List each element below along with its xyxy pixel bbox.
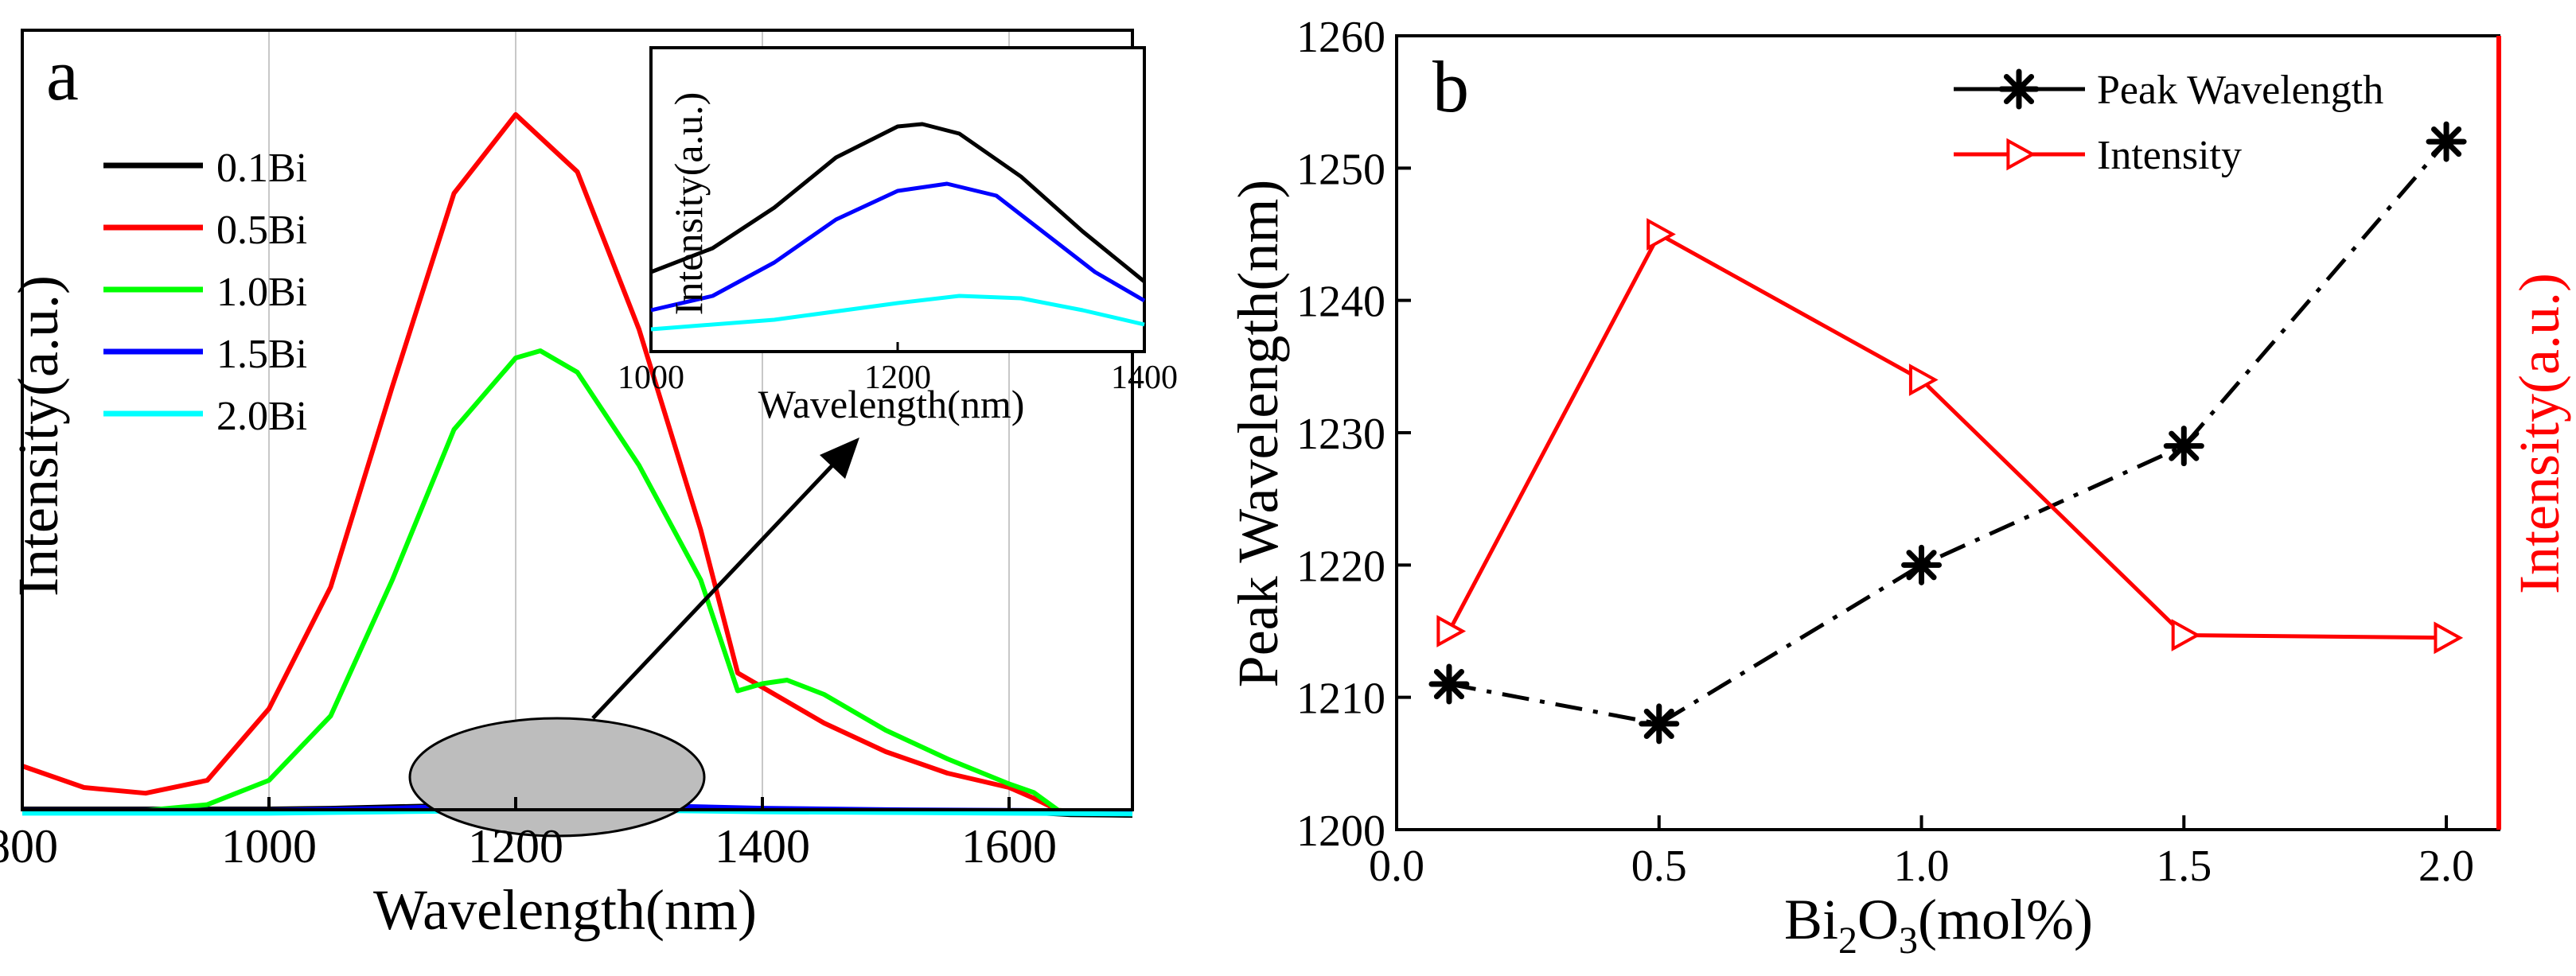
panel-b-left-axis-label: Peak Wavelength(nm)	[1226, 180, 1290, 688]
x-label-bi: Bi	[1784, 888, 1838, 951]
panel-b-x-ticks: 0.0 0.5 1.0 1.5 2.0	[1369, 815, 2474, 891]
panel-b: 0.0 0.5 1.0 1.5 2.0 1200 1210 1220 1230 1240 1250…	[1226, 13, 2571, 962]
panel-a-x-tick-label: 1400	[715, 820, 810, 873]
panel-a: 800 1000 1200 1400 1600 0.1Bi 0.5Bi 1.0Bi 1.5Bi…	[0, 29, 1178, 942]
inset-x-ticks: 1000 1200 1400	[618, 342, 1178, 396]
series-line-0-5bi	[21, 112, 1133, 817]
legend-label-intensity: Intensity	[2097, 133, 2242, 178]
marker-intensity-0.5	[1647, 218, 1676, 251]
series-line-1-0bi	[22, 348, 1133, 817]
panel-b-x-tick-label: 0.5	[1631, 842, 1687, 891]
panel-b-y-tick-label: 1210	[1296, 675, 1385, 724]
panel-b-x-tick-label: 0.0	[1369, 842, 1424, 891]
panel-a-y-axis-label: Intensity(a.u.)	[6, 275, 70, 597]
x-label-sub-2: 2	[1838, 920, 1857, 962]
zoom-arrow-head	[820, 437, 859, 479]
marker-intensity-1	[1908, 364, 1939, 396]
panel-b-right-axis-label: Intensity(a.u.)	[2508, 273, 2571, 594]
legend-label-1-0bi: 1.0Bi	[216, 270, 307, 315]
legend-label-0-1bi: 0.1Bi	[216, 146, 307, 191]
inset-x-axis-label: Wavelength(nm)	[758, 382, 1025, 426]
panel-a-x-tick-label: 1600	[961, 820, 1057, 873]
legend-label-1-5bi: 1.5Bi	[216, 332, 307, 377]
inset-series-line-1-5bi	[650, 181, 1146, 313]
panel-b-y-tick-label: 1230	[1296, 410, 1385, 459]
inset-y-axis-label: Intensity(a.u.)	[666, 92, 711, 315]
panel-a-plot-frame	[21, 29, 1134, 811]
x-label-mol: (mol%)	[1918, 888, 2093, 951]
panel-b-y-tick-label: 1220	[1296, 542, 1385, 591]
panel-a-legend: 0.1Bi 0.5Bi 1.0Bi 1.5Bi 2.0Bi	[103, 146, 307, 439]
panel-a-label: a	[46, 34, 79, 115]
panel-a-x-ticks: 800 1000 1200 1400 1600	[0, 797, 1057, 873]
panel-a-x-tick-label: 1200	[468, 820, 563, 873]
x-label-sub-3: 3	[1899, 920, 1918, 962]
marker-peak-wavelength-0.5	[1639, 703, 1680, 745]
legend-label-peak-wavelength: Peak Wavelength	[2097, 68, 2383, 113]
panel-b-y-ticks: 1200 1210 1220 1230 1240 1250 1260	[1296, 13, 1411, 856]
inset-plot-frame	[649, 46, 1146, 353]
marker-peak-wavelength-0.1	[1428, 663, 1470, 705]
panel-b-y-tick-label: 1200	[1296, 807, 1385, 856]
highlight-ellipse	[408, 717, 706, 838]
panel-b-y-tick-label: 1250	[1296, 145, 1385, 194]
panel-b-x-tick-label: 1.0	[1894, 842, 1950, 891]
panel-b-curves	[1428, 121, 2467, 745]
inset-series-line-0-1bi	[650, 122, 1146, 283]
marker-intensity-1.5	[2171, 619, 2201, 651]
marker-intensity-2	[2434, 621, 2464, 655]
panel-b-y-tick-label: 1260	[1296, 13, 1385, 62]
panel-b-label: b	[1432, 46, 1469, 127]
panel-b-legend: Peak Wavelength Intensity	[1954, 68, 2383, 178]
inset-curves	[650, 122, 1146, 332]
marker-peak-wavelength-2	[2426, 121, 2467, 162]
marker-peak-wavelength-1	[1901, 544, 1943, 585]
inset-x-tick-label: 1000	[618, 360, 684, 396]
legend-marker-peak-wavelength	[1998, 68, 2040, 110]
panel-a-annotations	[408, 437, 859, 838]
marker-intensity-0.1	[1436, 615, 1467, 647]
marker-peak-wavelength-1.5	[2163, 426, 2204, 467]
panel-a-x-tick-label: 800	[0, 820, 58, 873]
panel-a-inset: 1000 1200 1400 Wavelength(nm) Intensity(a.…	[618, 46, 1178, 426]
inset-x-tick-label: 1200	[864, 360, 931, 396]
panel-b-x-tick-label: 2.0	[2418, 842, 2474, 891]
panel-b-y-tick-label: 1240	[1296, 278, 1385, 327]
inset-series-line-2-0bi	[650, 294, 1145, 332]
x-label-o: O	[1857, 888, 1899, 951]
panel-a-x-axis-label: Wavelength(nm)	[373, 878, 757, 942]
zoom-arrow-line	[591, 464, 834, 720]
legend-label-0-5bi: 0.5Bi	[216, 208, 307, 253]
panel-b-x-axis-label: Bi2O3(mol%)	[1784, 888, 2093, 962]
series-line-peak-wavelength	[1448, 140, 2448, 726]
panel-b-x-tick-label: 1.5	[2156, 842, 2212, 891]
inset-x-tick-label: 1400	[1111, 360, 1178, 396]
panel-a-x-tick-label: 1000	[221, 820, 317, 873]
legend-label-2-0bi: 2.0Bi	[216, 394, 307, 439]
legend-marker-intensity	[2006, 138, 2036, 171]
